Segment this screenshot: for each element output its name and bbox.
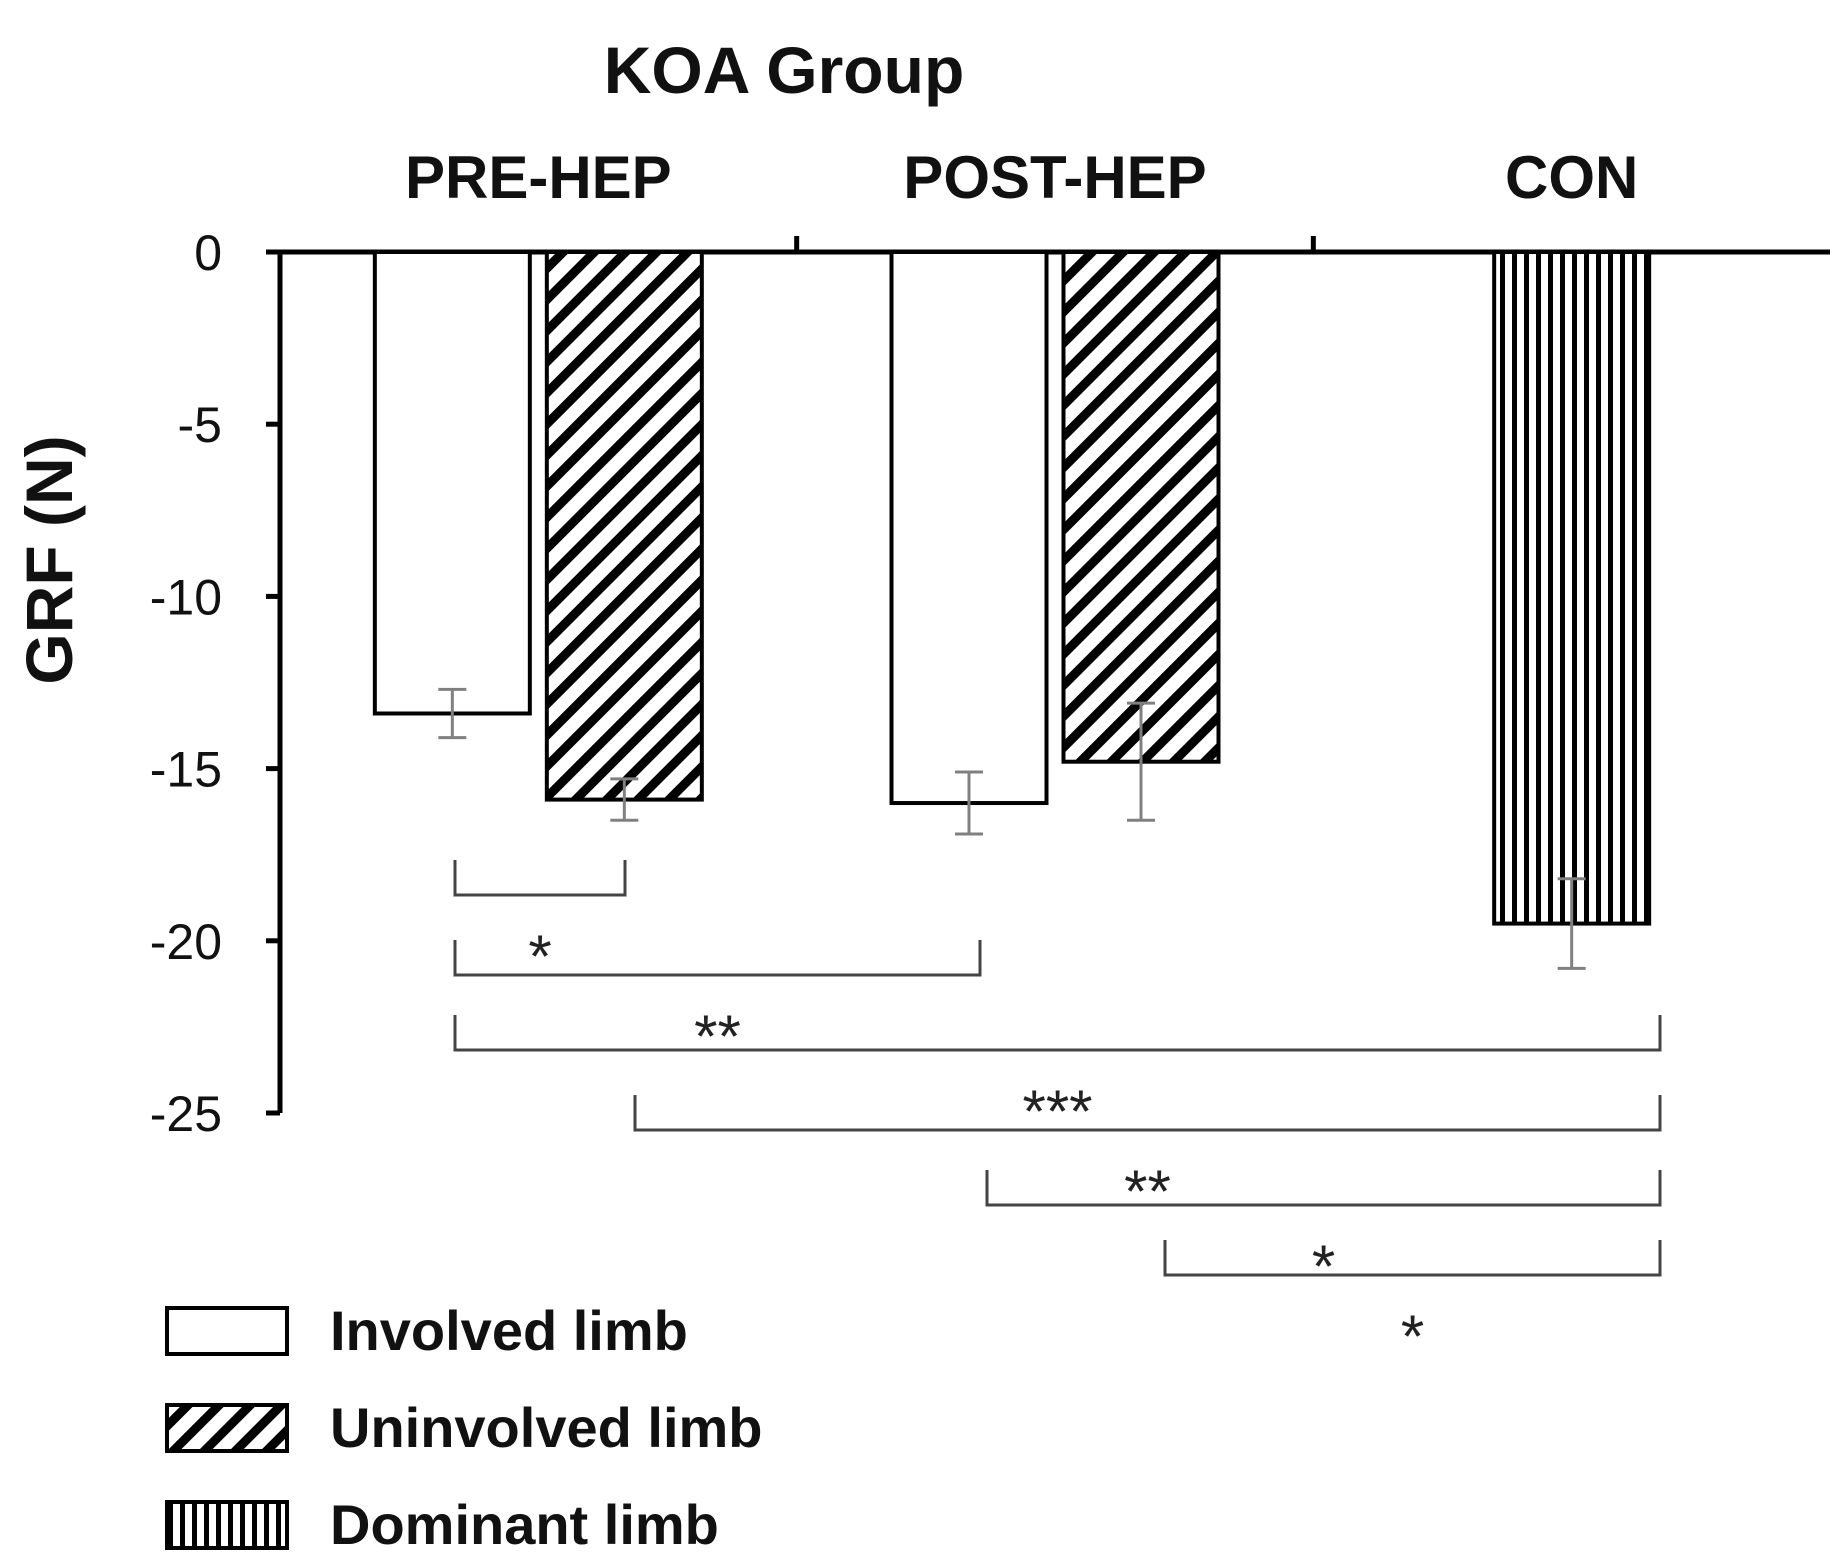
y-tick-label: -5 [178, 397, 222, 453]
y-tick-label: -15 [150, 742, 222, 798]
y-tick-label: -20 [150, 914, 222, 970]
significance-bracket [1163, 1240, 1662, 1277]
legend-label: Involved limb [330, 1299, 688, 1362]
category-label: PRE-HEP [405, 144, 672, 211]
y-tick-label: -25 [150, 1086, 222, 1142]
legend: Involved limb Uninvolved limb Dominant lim… [165, 1299, 763, 1556]
bar [544, 250, 704, 802]
y-tick-label: -10 [150, 569, 222, 625]
significance-bracket [985, 1170, 1662, 1207]
significance-bracket [453, 1015, 1662, 1052]
chart-title: KOA Group [604, 33, 965, 107]
significance-brackets: ********** [453, 860, 1662, 1370]
category-label: CON [1505, 144, 1638, 211]
legend-swatch [165, 1500, 289, 1550]
bar [372, 250, 532, 716]
significance-label: ** [1124, 1158, 1171, 1225]
y-axis-label: GRF (N) [12, 435, 86, 684]
bar [1061, 250, 1221, 764]
significance-label: * [528, 923, 551, 990]
category-label: POST-HEP [903, 144, 1206, 211]
significance-bracket [633, 1095, 1662, 1132]
significance-label: * [1312, 1233, 1335, 1300]
significance-label: ** [694, 1003, 741, 1070]
legend-label: Uninvolved limb [330, 1396, 763, 1459]
bar [1492, 250, 1652, 926]
legend-swatch [165, 1403, 289, 1453]
bar [889, 250, 1049, 806]
significance-label: *** [1022, 1078, 1092, 1145]
y-tick-label: 0 [194, 225, 222, 281]
significance-bracket [453, 860, 627, 897]
legend-swatch [165, 1306, 289, 1356]
bars-layer [372, 250, 1652, 970]
axes: 0 -5 -10 -15 -20 -25 PRE-HEP POST-HEP CON [150, 144, 1830, 1142]
legend-label: Dominant limb [330, 1493, 719, 1556]
significance-label: * [1401, 1303, 1424, 1370]
significance-bracket [453, 940, 982, 977]
